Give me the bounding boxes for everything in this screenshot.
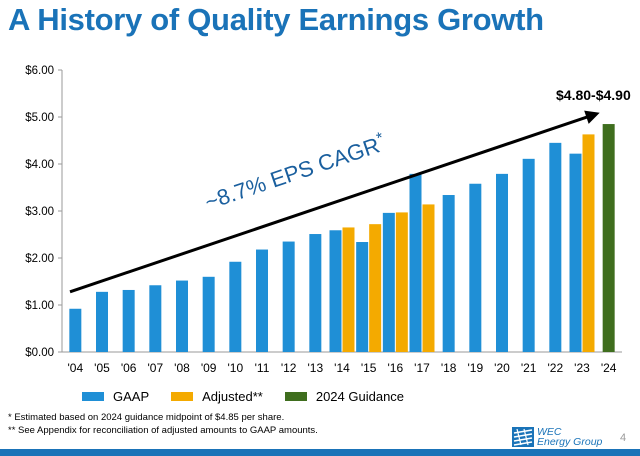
bar-gaap	[496, 173, 508, 352]
bar-adjusted	[395, 212, 408, 352]
bar-gaap	[409, 173, 422, 352]
bar-gaap	[122, 289, 135, 352]
x-tick-label: '05	[94, 361, 110, 375]
cagr-label: ~8.7% EPS CAGR*	[201, 130, 388, 215]
x-tick-label: '13	[308, 361, 324, 375]
x-tick-label: '18	[441, 361, 457, 375]
guidance-range-label: $4.80-$4.90	[556, 87, 631, 103]
legend-swatch-gaap	[82, 391, 104, 401]
x-tick-label: '10	[228, 361, 244, 375]
x-tick-label: '08	[174, 361, 190, 375]
wec-logo-icon	[512, 427, 534, 447]
y-tick-label: $5.00	[25, 112, 54, 124]
legend-label-gaap: GAAP	[113, 388, 150, 404]
brand-bar	[0, 449, 640, 456]
legend-swatch-guidance	[284, 391, 307, 401]
bar-gaap	[176, 280, 188, 352]
footnote-appendix: ** See Appendix for reconciliation of ad…	[8, 425, 318, 436]
x-tick-label: '06	[121, 361, 137, 375]
x-tick-label: '04	[68, 361, 84, 375]
bar-gaap	[149, 285, 162, 352]
legend-label-adjusted: Adjusted**	[202, 388, 263, 404]
x-tick-label: '23	[574, 361, 590, 375]
logo-line-2: Energy Group	[537, 436, 603, 448]
wec-logo-text: WEC Energy Group	[537, 426, 603, 448]
bar-gaap	[229, 261, 242, 352]
legend-item-gaap: GAAP	[82, 389, 149, 404]
legend-swatch-adjusted	[171, 391, 194, 401]
x-tick-labels: '04 '05 '06 '07 '08 '09 '10 '11 '12 '13 '14 '15 '16 '…	[68, 361, 617, 375]
bar-gaap	[96, 291, 108, 352]
legend-label-guidance: 2024 Guidance	[315, 388, 405, 404]
x-tick-label: '11	[255, 361, 270, 375]
bar-gaap	[202, 276, 215, 352]
x-tick-label: '14	[334, 361, 350, 375]
bar-gaap	[309, 234, 322, 352]
trend-line	[69, 113, 595, 294]
footnote-estimate: * Estimated based on 2024 guidance midpo…	[8, 412, 285, 423]
bar-adjusted	[422, 204, 435, 352]
wec-logo: WEC Energy Group	[512, 427, 602, 447]
logo-line-1: WEC	[537, 426, 562, 438]
y-tick-label: $2.00	[25, 253, 54, 265]
x-tick-label: '19	[468, 361, 484, 375]
bar-gaap	[282, 241, 295, 352]
bar-gaap	[569, 153, 582, 352]
x-tick-label: '21	[521, 361, 537, 375]
x-tick-label: '07	[148, 361, 164, 375]
y-tick-labels: $0.00 $1.00 $2.00 $3.00 $4.00 $5.00 $6.00	[25, 65, 54, 359]
x-tick-label: '24	[601, 361, 617, 375]
x-tick-label: '17	[414, 361, 430, 375]
bar-adjusted	[342, 227, 355, 352]
footnotes: * Estimated based on 2024 guidance midpo…	[8, 411, 318, 437]
legend-item-guidance: 2024 Guidance	[284, 388, 405, 404]
cagr-label-asterisk: *	[374, 130, 385, 148]
x-tick-label: '15	[361, 361, 377, 375]
bar-gaap	[69, 308, 82, 352]
chart-legend: GAAP Adjusted** 2024 Guidance	[82, 388, 426, 404]
page-number: 4	[620, 432, 627, 444]
y-tick-label: $1.00	[25, 300, 54, 312]
y-tick-label: $3.00	[25, 206, 54, 218]
legend-item-adjusted: Adjusted**	[171, 389, 263, 404]
bar-gaap	[549, 142, 562, 352]
x-tick-label: '16	[388, 361, 404, 375]
x-tick-label: '12	[281, 361, 297, 375]
trend-arrowhead	[584, 110, 600, 124]
chart-bars	[69, 124, 615, 352]
bar-guidance	[602, 124, 615, 352]
slide-title: A History of Quality Earnings Growth	[8, 2, 544, 37]
bar-gaap	[329, 230, 342, 352]
x-tick-label: '09	[201, 361, 217, 375]
bar-gaap	[522, 158, 535, 352]
y-tick-label: $0.00	[25, 347, 54, 359]
bar-adjusted	[582, 134, 595, 352]
y-tick-label: $4.00	[25, 159, 54, 171]
bar-gaap	[382, 212, 395, 352]
x-tick-label: '20	[494, 361, 510, 375]
bar-gaap	[256, 249, 268, 352]
y-tick-label: $6.00	[25, 65, 54, 77]
bar-gaap	[442, 195, 455, 352]
x-tick-label: '22	[548, 361, 564, 375]
bar-adjusted	[369, 224, 382, 352]
bar-gaap	[469, 183, 482, 352]
bar-gaap	[356, 242, 369, 352]
